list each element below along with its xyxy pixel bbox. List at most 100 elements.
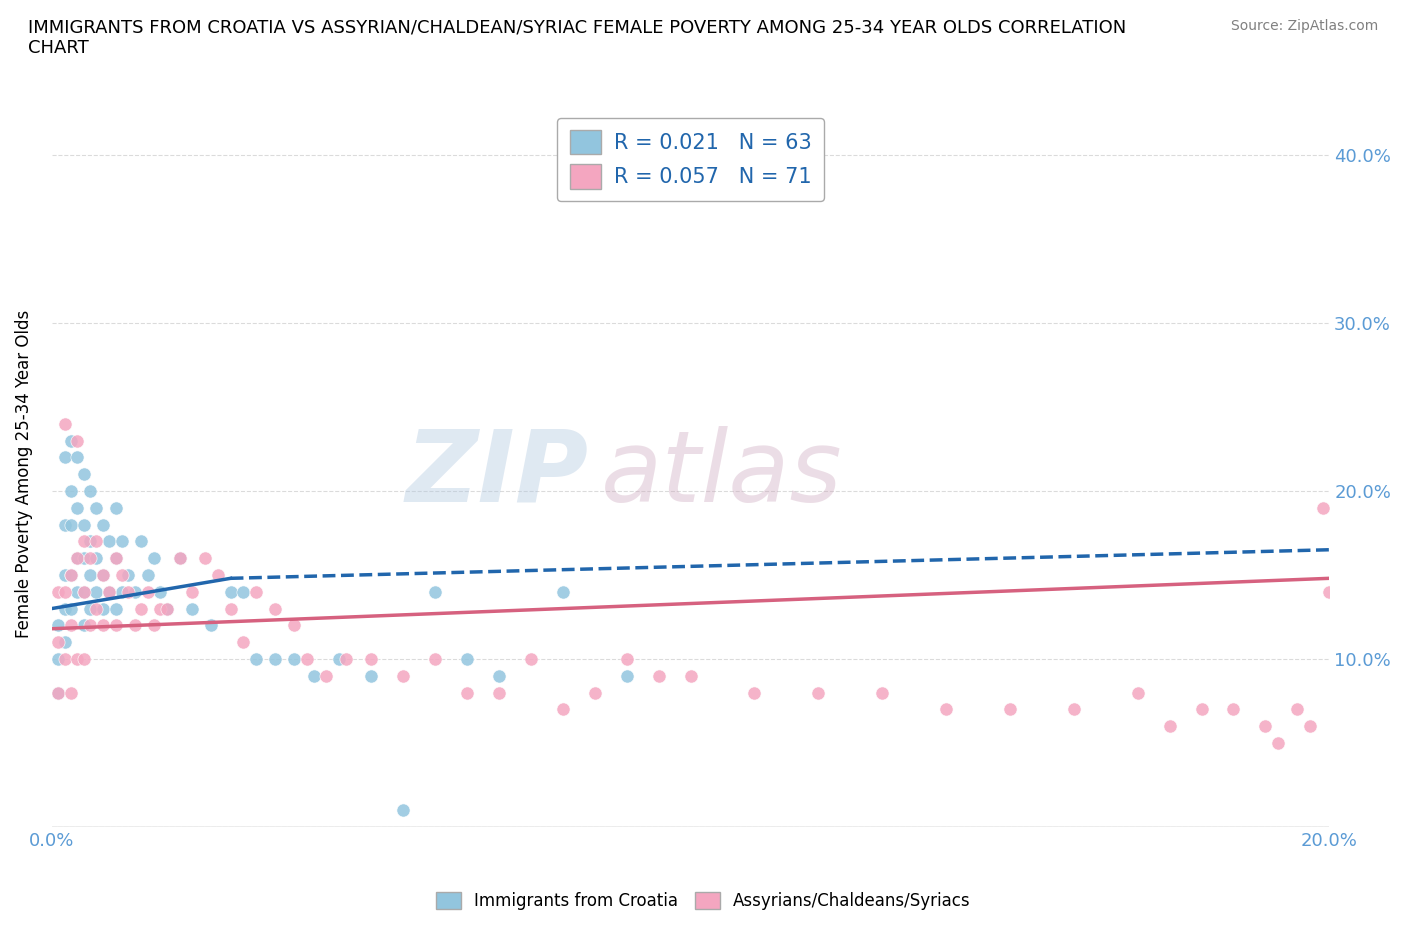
Point bbox=[360, 652, 382, 667]
Point bbox=[59, 567, 82, 582]
Point bbox=[91, 567, 114, 582]
Point bbox=[117, 584, 139, 599]
Point bbox=[423, 584, 446, 599]
Point bbox=[73, 584, 96, 599]
Point bbox=[66, 433, 89, 448]
Point bbox=[232, 635, 254, 650]
Legend: R = 0.021   N = 63, R = 0.057   N = 71: R = 0.021 N = 63, R = 0.057 N = 71 bbox=[557, 117, 824, 201]
Point bbox=[66, 584, 89, 599]
Point bbox=[302, 669, 325, 684]
Point bbox=[91, 567, 114, 582]
Point bbox=[104, 601, 127, 616]
Point bbox=[73, 534, 96, 549]
Point bbox=[392, 669, 415, 684]
Point bbox=[1191, 702, 1213, 717]
Point bbox=[91, 618, 114, 632]
Point bbox=[53, 417, 76, 432]
Point bbox=[98, 584, 121, 599]
Legend: Immigrants from Croatia, Assyrians/Chaldeans/Syriacs: Immigrants from Croatia, Assyrians/Chald… bbox=[429, 885, 977, 917]
Point bbox=[66, 551, 89, 565]
Point bbox=[1159, 719, 1181, 734]
Point bbox=[870, 685, 893, 700]
Point bbox=[156, 601, 179, 616]
Point bbox=[59, 685, 82, 700]
Point bbox=[488, 685, 510, 700]
Point bbox=[86, 500, 108, 515]
Point bbox=[232, 584, 254, 599]
Point bbox=[117, 567, 139, 582]
Point bbox=[1317, 584, 1340, 599]
Point bbox=[283, 652, 305, 667]
Point bbox=[66, 500, 89, 515]
Point bbox=[142, 551, 165, 565]
Point bbox=[136, 567, 159, 582]
Point bbox=[59, 618, 82, 632]
Point bbox=[86, 551, 108, 565]
Point bbox=[297, 652, 319, 667]
Point bbox=[59, 517, 82, 532]
Point bbox=[79, 567, 101, 582]
Point bbox=[53, 584, 76, 599]
Point bbox=[91, 601, 114, 616]
Point bbox=[551, 584, 574, 599]
Point bbox=[104, 551, 127, 565]
Point bbox=[616, 669, 638, 684]
Text: atlas: atlas bbox=[602, 426, 842, 523]
Text: IMMIGRANTS FROM CROATIA VS ASSYRIAN/CHALDEAN/SYRIAC FEMALE POVERTY AMONG 25-34 Y: IMMIGRANTS FROM CROATIA VS ASSYRIAN/CHAL… bbox=[28, 19, 1126, 58]
Point bbox=[79, 601, 101, 616]
Point bbox=[59, 601, 82, 616]
Point bbox=[392, 803, 415, 817]
Point bbox=[129, 601, 152, 616]
Point bbox=[86, 601, 108, 616]
Point bbox=[149, 584, 172, 599]
Point bbox=[328, 652, 350, 667]
Point bbox=[283, 618, 305, 632]
Point bbox=[194, 551, 217, 565]
Point bbox=[98, 534, 121, 549]
Point bbox=[1126, 685, 1149, 700]
Point bbox=[1312, 500, 1334, 515]
Point bbox=[335, 652, 357, 667]
Point bbox=[616, 652, 638, 667]
Point bbox=[79, 618, 101, 632]
Point bbox=[136, 584, 159, 599]
Point bbox=[73, 551, 96, 565]
Point bbox=[583, 685, 606, 700]
Point bbox=[53, 635, 76, 650]
Point bbox=[73, 584, 96, 599]
Point bbox=[129, 534, 152, 549]
Point bbox=[219, 601, 242, 616]
Point bbox=[744, 685, 766, 700]
Point bbox=[169, 551, 191, 565]
Point bbox=[169, 551, 191, 565]
Point bbox=[46, 618, 69, 632]
Point bbox=[79, 484, 101, 498]
Point bbox=[264, 601, 287, 616]
Point bbox=[1254, 719, 1277, 734]
Point bbox=[104, 551, 127, 565]
Point bbox=[1267, 736, 1289, 751]
Point bbox=[149, 601, 172, 616]
Point bbox=[124, 584, 146, 599]
Point bbox=[79, 551, 101, 565]
Point bbox=[73, 652, 96, 667]
Point bbox=[207, 567, 229, 582]
Point bbox=[53, 450, 76, 465]
Point bbox=[73, 467, 96, 482]
Point bbox=[219, 584, 242, 599]
Point bbox=[91, 517, 114, 532]
Point bbox=[245, 652, 267, 667]
Point bbox=[360, 669, 382, 684]
Point bbox=[1286, 702, 1309, 717]
Point bbox=[520, 652, 543, 667]
Point bbox=[647, 669, 669, 684]
Point bbox=[1222, 702, 1244, 717]
Point bbox=[59, 567, 82, 582]
Point bbox=[111, 584, 134, 599]
Point bbox=[124, 618, 146, 632]
Point bbox=[79, 534, 101, 549]
Point bbox=[66, 450, 89, 465]
Point bbox=[46, 635, 69, 650]
Point bbox=[1063, 702, 1085, 717]
Point bbox=[46, 685, 69, 700]
